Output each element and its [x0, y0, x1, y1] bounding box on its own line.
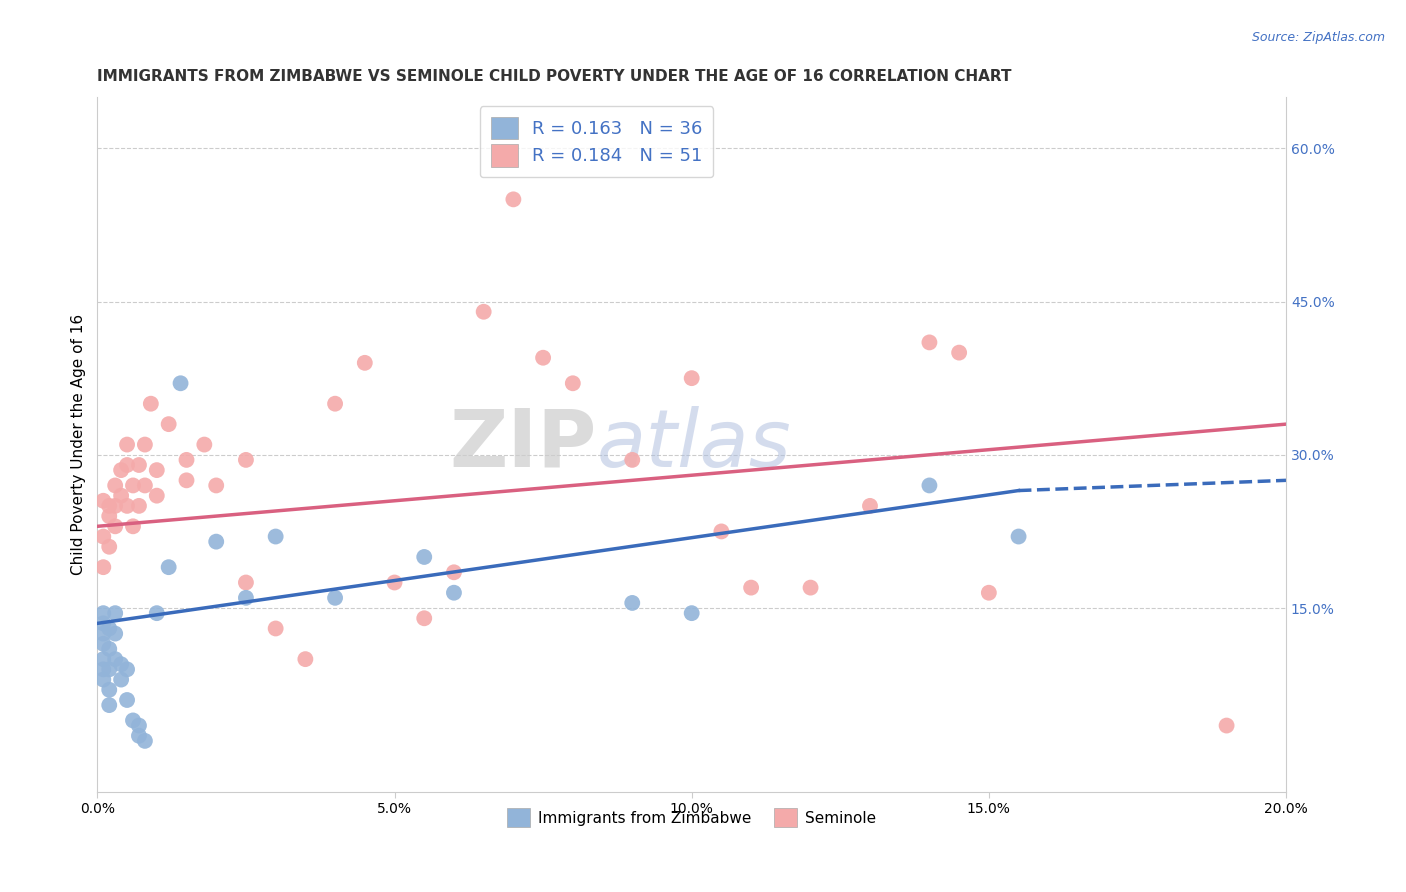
Point — [91, 673, 114, 687]
Point — [91, 493, 114, 508]
Point — [799, 581, 821, 595]
Point — [205, 478, 228, 492]
Point — [91, 616, 114, 631]
Point — [413, 549, 436, 564]
Point — [98, 698, 121, 712]
Point — [110, 673, 132, 687]
Point — [948, 345, 970, 359]
Point — [91, 606, 114, 620]
Point — [176, 473, 198, 487]
Point — [1215, 718, 1237, 732]
Point — [98, 540, 121, 554]
Point — [740, 581, 762, 595]
Point — [98, 499, 121, 513]
Point — [146, 489, 169, 503]
Point — [134, 437, 156, 451]
Point — [98, 641, 121, 656]
Point — [115, 437, 138, 451]
Point — [918, 478, 941, 492]
Point — [128, 729, 150, 743]
Point — [98, 682, 121, 697]
Point — [413, 611, 436, 625]
Point — [91, 626, 114, 640]
Point — [323, 397, 346, 411]
Point — [91, 560, 114, 574]
Point — [91, 652, 114, 666]
Point — [115, 499, 138, 513]
Point — [122, 519, 145, 533]
Point — [264, 622, 287, 636]
Point — [621, 453, 644, 467]
Point — [621, 596, 644, 610]
Point — [115, 662, 138, 676]
Point — [122, 714, 145, 728]
Point — [977, 585, 1000, 599]
Point — [128, 499, 150, 513]
Point — [91, 637, 114, 651]
Point — [146, 606, 169, 620]
Point — [531, 351, 554, 365]
Point — [443, 566, 465, 580]
Point — [104, 499, 127, 513]
Point — [128, 718, 150, 732]
Point — [193, 437, 215, 451]
Point — [323, 591, 346, 605]
Point — [681, 371, 703, 385]
Point — [110, 657, 132, 672]
Point — [264, 529, 287, 543]
Text: ZIP: ZIP — [450, 406, 596, 483]
Point — [918, 335, 941, 350]
Point — [110, 463, 132, 477]
Point — [176, 453, 198, 467]
Point — [472, 304, 495, 318]
Point — [115, 693, 138, 707]
Point — [104, 626, 127, 640]
Point — [235, 591, 257, 605]
Point — [859, 499, 882, 513]
Point — [157, 417, 180, 431]
Point — [104, 519, 127, 533]
Text: IMMIGRANTS FROM ZIMBABWE VS SEMINOLE CHILD POVERTY UNDER THE AGE OF 16 CORRELATI: IMMIGRANTS FROM ZIMBABWE VS SEMINOLE CHI… — [97, 69, 1012, 84]
Point — [157, 560, 180, 574]
Point — [681, 606, 703, 620]
Point — [561, 376, 583, 391]
Point — [134, 734, 156, 748]
Point — [128, 458, 150, 472]
Point — [134, 478, 156, 492]
Point — [98, 662, 121, 676]
Point — [146, 463, 169, 477]
Point — [443, 585, 465, 599]
Point — [98, 622, 121, 636]
Legend: Immigrants from Zimbabwe, Seminole: Immigrants from Zimbabwe, Seminole — [502, 802, 882, 833]
Point — [235, 453, 257, 467]
Point — [384, 575, 406, 590]
Point — [139, 397, 162, 411]
Point — [104, 652, 127, 666]
Point — [169, 376, 191, 391]
Point — [104, 478, 127, 492]
Point — [235, 575, 257, 590]
Point — [115, 458, 138, 472]
Y-axis label: Child Poverty Under the Age of 16: Child Poverty Under the Age of 16 — [72, 314, 86, 575]
Point — [710, 524, 733, 539]
Text: atlas: atlas — [596, 406, 792, 483]
Point — [104, 606, 127, 620]
Text: Source: ZipAtlas.com: Source: ZipAtlas.com — [1251, 31, 1385, 45]
Point — [91, 529, 114, 543]
Point — [98, 509, 121, 524]
Point — [353, 356, 375, 370]
Point — [1007, 529, 1029, 543]
Point — [502, 192, 524, 206]
Point — [91, 662, 114, 676]
Point — [110, 489, 132, 503]
Point — [205, 534, 228, 549]
Point — [122, 478, 145, 492]
Point — [294, 652, 316, 666]
